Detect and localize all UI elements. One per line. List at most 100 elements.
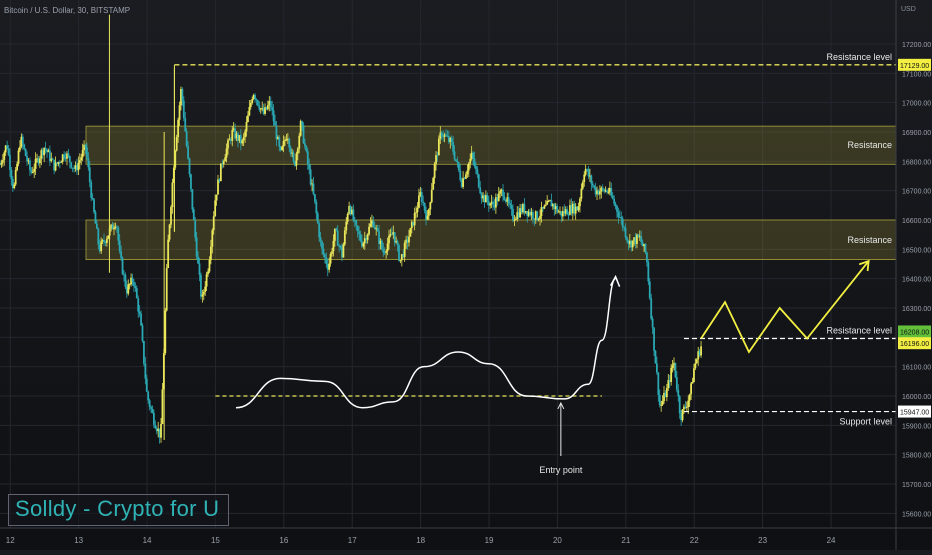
- candle-body: [432, 178, 435, 190]
- candle-body: [57, 162, 60, 165]
- candle-body: [95, 223, 98, 229]
- candle-body: [467, 163, 470, 171]
- candle-body: [58, 162, 61, 164]
- candle-body: [336, 230, 339, 246]
- candle-body: [685, 407, 688, 409]
- candle-body: [442, 136, 445, 138]
- candle-body: [641, 242, 644, 247]
- candle-body: [161, 389, 164, 425]
- candle-body: [587, 169, 590, 177]
- resistance-zone: [85, 219, 897, 260]
- candle-body: [395, 241, 398, 243]
- candle-body: [440, 132, 443, 137]
- candle-body: [241, 140, 244, 144]
- candle-body: [452, 142, 455, 152]
- candle-body: [490, 201, 493, 204]
- candle-body: [653, 327, 655, 351]
- candle-body: [430, 189, 433, 203]
- candle-body: [121, 257, 124, 275]
- candle-body: [465, 174, 467, 179]
- candle-body: [342, 244, 345, 258]
- candle-body: [406, 239, 409, 243]
- candle-body: [681, 409, 684, 421]
- candle-body: [626, 237, 628, 241]
- candle-body: [120, 251, 123, 258]
- chart-title: Bitcoin / U.S. Dollar, 30, BITSTAMP: [4, 6, 130, 15]
- candle-body: [271, 107, 274, 111]
- candle-body: [248, 106, 251, 116]
- candle-body: [536, 211, 539, 221]
- candle-body: [10, 169, 13, 180]
- candle-body: [376, 228, 379, 232]
- candle-body: [500, 189, 503, 192]
- candle-body: [137, 298, 140, 312]
- candle-body: [522, 204, 524, 213]
- candle-body: [477, 174, 480, 188]
- candle-body: [131, 277, 134, 282]
- candle-body: [27, 160, 30, 162]
- candle-body: [134, 286, 137, 289]
- candle-body: [476, 169, 479, 175]
- y-tick-label: 16300.00: [902, 306, 931, 313]
- candle-body: [56, 162, 58, 165]
- candle-body: [133, 281, 135, 287]
- candle-body: [94, 212, 97, 224]
- candle-body: [254, 94, 256, 100]
- projection-path: [700, 260, 870, 354]
- candle-body: [524, 211, 527, 213]
- candle-body: [84, 144, 87, 148]
- candle-body: [502, 189, 504, 197]
- candle-body: [539, 216, 541, 219]
- candle-body: [594, 187, 597, 195]
- candle-body: [554, 206, 557, 210]
- candle-body: [563, 211, 566, 214]
- candle-body: [389, 234, 392, 236]
- zone-label: Resistance: [847, 235, 892, 245]
- candle-body: [566, 209, 569, 215]
- candle-body: [165, 268, 168, 311]
- candle-body: [144, 363, 147, 379]
- x-tick-label: 16: [279, 536, 288, 545]
- candle-body: [298, 135, 301, 149]
- candle-body: [695, 359, 698, 364]
- candle-body: [426, 215, 429, 220]
- candle-body: [138, 311, 141, 314]
- candle-body: [180, 88, 182, 106]
- price-series: [0, 14, 702, 444]
- candle-body: [447, 136, 450, 143]
- candle-body: [514, 218, 517, 220]
- candle-body: [532, 212, 534, 219]
- entry-arrowhead: [557, 401, 565, 410]
- candle-body: [218, 179, 221, 182]
- candle-body: [172, 167, 175, 183]
- candle-body: [372, 220, 375, 227]
- candle-body: [628, 240, 631, 244]
- y-tick-label: 17200.00: [902, 42, 931, 49]
- candle-body: [543, 205, 546, 209]
- projection-arrowhead: [858, 259, 870, 272]
- candle-body: [190, 174, 192, 190]
- candle-body: [262, 108, 265, 114]
- candle-body: [688, 394, 691, 401]
- candle-body: [661, 401, 664, 405]
- candle-body: [513, 219, 516, 221]
- candle-body: [81, 150, 84, 158]
- candle-body: [409, 228, 412, 237]
- candle-body: [118, 240, 121, 252]
- candle-body: [385, 251, 388, 253]
- candle-body: [646, 252, 648, 263]
- candle-body: [674, 362, 677, 378]
- candle-body: [373, 226, 376, 229]
- candle-body: [60, 161, 63, 163]
- candle-body: [247, 115, 249, 123]
- candle-body: [171, 182, 174, 208]
- candle-body: [643, 244, 645, 247]
- candle-body: [258, 105, 261, 110]
- candle-body: [154, 424, 157, 429]
- candle-body: [286, 138, 289, 140]
- horizontal-levels: Resistance level Resistance level Support …: [173, 52, 896, 427]
- candle-body: [316, 213, 319, 224]
